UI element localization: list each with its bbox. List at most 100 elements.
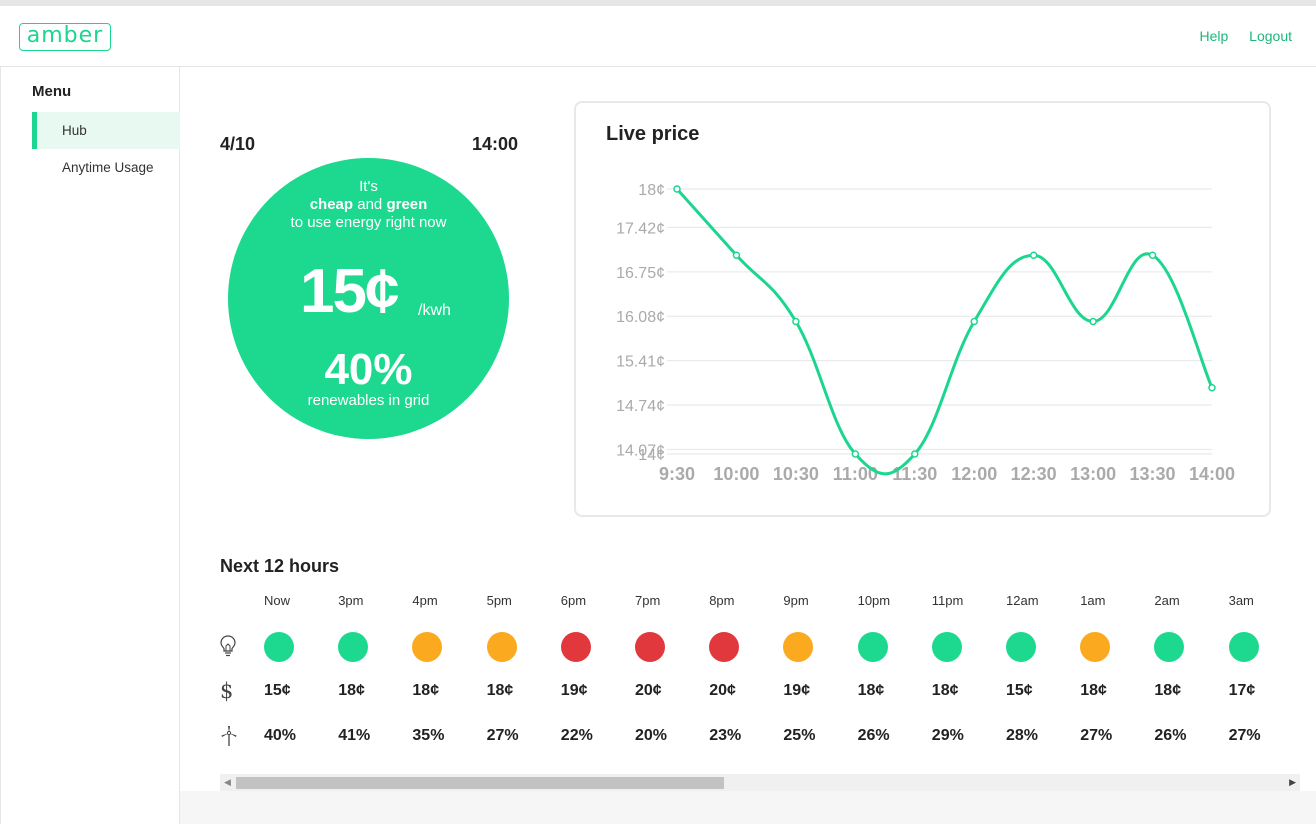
forecast-hour-column: 9pm 19¢ 25% (783, 591, 857, 771)
forecast-price: 19¢ (783, 682, 811, 699)
forecast-price: 18¢ (931, 682, 959, 699)
forecast-price: 17¢ (1228, 682, 1256, 699)
forecast-status-dot (783, 632, 814, 662)
chart-y-tick-label: 16.08¢ (616, 309, 665, 326)
price-data-point (851, 450, 860, 458)
forecast-status-dot (412, 632, 443, 662)
forecast-hour-label: 5pm (486, 593, 512, 608)
forecast-hour-label: 10pm (857, 593, 891, 608)
current-date: 4/10 (220, 134, 256, 154)
status-use-energy: to use energy right now (290, 214, 447, 231)
forecast-price: 18¢ (486, 682, 514, 699)
renewables-label: renewables in grid (307, 392, 430, 409)
forecast-price: 19¢ (560, 682, 588, 699)
amber-logo[interactable]: amber (19, 23, 111, 51)
forecast-hour-label: 8pm (709, 593, 735, 608)
live-price-card: Live price 18¢ 17.42¢ 16.75¢ 16.08¢ 15.41¢ 14… (574, 101, 1271, 517)
sidebar-item-hub[interactable]: Hub (32, 112, 180, 149)
sidebar-item-anytime-usage[interactable]: Anytime Usage (62, 160, 154, 175)
chart-y-tick-label: 14¢ (638, 447, 665, 464)
price-data-point (1089, 317, 1097, 326)
forecast-price: 18¢ (857, 682, 885, 699)
forecast-renewables: 20% (635, 727, 668, 744)
forecast-status-dot (857, 632, 888, 662)
forecast-hour-column: 1am 18¢ 27% (1080, 591, 1154, 771)
live-price-chart: 18¢17.42¢16.75¢16.08¢15.41¢14.74¢14.07¢1… (616, 182, 1235, 484)
forecast-renewables: 26% (857, 727, 890, 744)
sidebar: Menu Hub Anytime Usage (0, 67, 180, 824)
forecast-hour-label: 12am (1006, 593, 1039, 608)
forecast-hour-label: 3am (1228, 593, 1254, 608)
scroll-left-arrow-icon[interactable]: ◀ (224, 777, 231, 787)
forecast-renewables: 22% (560, 727, 593, 744)
window-top-border (0, 0, 1316, 6)
forecast-status-dot (1080, 632, 1111, 662)
next-12-hours-title: Next 12 hours (220, 556, 340, 576)
forecast-status-dot (264, 632, 294, 662)
chart-y-tick-label: 14.07¢ (616, 442, 665, 459)
forecast-status-dot (931, 632, 962, 662)
forecast-renewables: 40% (264, 727, 297, 744)
footer-band (180, 791, 1316, 824)
price-data-point (911, 450, 919, 458)
forecast-renewables: 27% (1228, 727, 1261, 744)
header-links: Help Logout (1182, 28, 1292, 44)
price-data-point (970, 317, 978, 326)
scrollbar-thumb[interactable] (236, 777, 724, 789)
chart-y-tick-label: 16.75¢ (616, 265, 665, 282)
live-price-title: Live price (606, 123, 700, 145)
chart-y-tick-label: 18¢ (638, 182, 665, 199)
chart-x-tick-label: 10:30 (773, 464, 819, 484)
forecast-hour-column: 12am 15¢ 28% (1006, 591, 1080, 771)
price-data-point (1029, 251, 1038, 259)
forecast-hour-column: 5pm 18¢ 27% (486, 591, 561, 771)
status-intro: It's (359, 178, 378, 195)
current-price: 15¢ (300, 257, 399, 326)
chart-x-tick-label: 13:00 (1070, 464, 1116, 484)
forecast-hour-column: 6pm 19¢ 22% (560, 591, 635, 771)
main-content: 4/10 14:00 It's cheap and green to use e… (180, 67, 1316, 791)
chart-y-tick-label: 17.42¢ (616, 220, 665, 237)
scroll-right-arrow-icon[interactable]: ▶ (1289, 777, 1296, 787)
forecast-price: 15¢ (264, 682, 291, 699)
chart-x-tick-label: 10:00 (713, 464, 759, 484)
price-data-point (1208, 384, 1216, 392)
status-green: green (386, 196, 428, 213)
logout-link[interactable]: Logout (1249, 28, 1292, 44)
forecast-hour-label: 11pm (931, 593, 964, 608)
forecast-price: 15¢ (1006, 682, 1033, 699)
forecast-renewables: 28% (1006, 727, 1039, 744)
chart-x-tick-label: 13:30 (1130, 464, 1176, 484)
status-cheap-green: cheap and green (228, 196, 509, 214)
status-and: and (353, 196, 387, 213)
forecast-status-dot (709, 632, 740, 662)
price-data-point (673, 185, 681, 193)
lightbulb-icon (220, 635, 236, 657)
wind-turbine-icon (221, 726, 237, 746)
top-header: amber Help Logout (0, 6, 1316, 67)
forecast-renewables: 26% (1154, 727, 1187, 744)
forecast-hour-column: Now 15¢ 40% (264, 591, 338, 771)
price-data-point (732, 251, 741, 259)
forecast-renewables: 29% (931, 727, 964, 744)
price-data-point (792, 317, 800, 326)
renewables-percent: 40% (324, 345, 413, 394)
forecast-hour-label: 1am (1080, 593, 1106, 608)
forecast-price: 20¢ (709, 682, 736, 699)
horizontal-scrollbar[interactable]: ◀ ▶ (220, 774, 1300, 791)
chart-x-tick-label: 12:30 (1011, 464, 1057, 484)
forecast-hour-column: 3pm 18¢ 41% (338, 591, 412, 771)
help-link[interactable]: Help (1199, 28, 1229, 44)
forecast-price: 18¢ (1154, 682, 1182, 699)
forecast-renewables: 23% (709, 727, 742, 744)
forecast-hour-label: 2am (1154, 593, 1180, 608)
forecast-grid: Now 15¢ 40% 3pm 18¢ 41% 4pm 18¢ 35% 5pm 18¢ 27% 6pm 1… (264, 591, 1316, 771)
chart-x-tick-label: 11:30 (892, 464, 937, 484)
chart-x-tick-label: 12:00 (951, 464, 997, 484)
chart-x-tick-label: 9:30 (659, 464, 695, 484)
forecast-price: 18¢ (338, 682, 365, 699)
forecast-hour-column: 11pm 18¢ 29% (931, 591, 1006, 771)
forecast-hour-column: 10pm 18¢ 26% (857, 591, 932, 771)
chart-y-tick-label: 14.74¢ (616, 398, 665, 415)
current-time: 14:00 (472, 134, 519, 154)
